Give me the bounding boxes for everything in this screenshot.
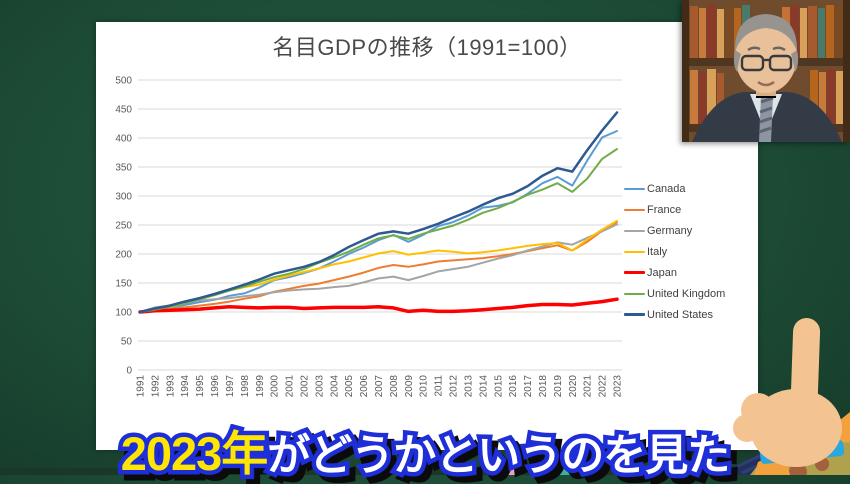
x-axis-label: 2020 bbox=[568, 375, 579, 398]
tie-stripes bbox=[758, 96, 774, 134]
legend-item-canada: Canada bbox=[624, 178, 725, 199]
x-axis-label: 2003 bbox=[314, 375, 325, 398]
y-axis-label: 100 bbox=[115, 308, 132, 319]
x-axis-label: 2023 bbox=[613, 375, 624, 398]
x-axis-label: 2019 bbox=[553, 375, 564, 398]
x-axis-label: 2007 bbox=[374, 375, 385, 398]
line-france bbox=[139, 221, 618, 313]
line-canada bbox=[139, 130, 618, 313]
legend-item-japan: Japan bbox=[624, 262, 725, 283]
hair bbox=[734, 14, 798, 52]
mouth bbox=[757, 80, 775, 87]
x-axis-label: 1995 bbox=[195, 375, 206, 398]
x-axis-label: 2018 bbox=[538, 375, 549, 398]
x-axis-label: 1997 bbox=[225, 375, 236, 398]
legend-item-italy: Italy bbox=[624, 241, 725, 262]
caption-bar: 2023年がどうかというのを見た bbox=[116, 415, 735, 484]
glasses-icon bbox=[768, 54, 793, 72]
x-axis-label: 1998 bbox=[240, 375, 251, 398]
legend-swatch bbox=[624, 292, 645, 295]
x-axis-label: 1993 bbox=[165, 375, 176, 398]
y-axis-label: 350 bbox=[115, 163, 132, 174]
x-axis-label: 2015 bbox=[493, 375, 504, 398]
legend-swatch bbox=[624, 187, 645, 190]
presenter bbox=[692, 14, 842, 142]
x-axis-label: 2017 bbox=[523, 375, 534, 398]
x-axis-label: 2013 bbox=[463, 375, 474, 398]
shelf-frame bbox=[682, 0, 689, 142]
legend-swatch bbox=[624, 229, 645, 232]
legend-label: United Kingdom bbox=[647, 287, 726, 300]
glasses-icon bbox=[740, 54, 765, 72]
legend-item-france: France bbox=[624, 199, 725, 220]
peeking-character bbox=[552, 465, 574, 475]
caption-text: がどうかというのを見た bbox=[263, 428, 735, 484]
legend-swatch bbox=[624, 250, 645, 253]
y-axis-label: 150 bbox=[115, 279, 132, 290]
x-axis-label: 2021 bbox=[583, 375, 594, 398]
legend-label: Italy bbox=[647, 245, 668, 258]
y-axis-label: 200 bbox=[115, 250, 132, 261]
x-axis-label: 2002 bbox=[299, 375, 310, 398]
chalkboard-tray bbox=[0, 468, 850, 475]
x-axis-label: 2010 bbox=[419, 375, 430, 398]
x-axis-label: 2006 bbox=[359, 375, 370, 398]
legend-label: Germany bbox=[647, 224, 693, 237]
x-axis-label: 1992 bbox=[150, 375, 161, 398]
mascot-pointing-hand bbox=[730, 292, 850, 481]
x-axis-label: 2001 bbox=[285, 375, 296, 398]
y-axis-label: 450 bbox=[115, 105, 132, 116]
legend-swatch bbox=[624, 270, 645, 275]
caption-highlight: 2023年 bbox=[116, 423, 273, 484]
presenter-webcam bbox=[682, 0, 850, 142]
y-axis-label: 500 bbox=[115, 76, 132, 87]
gdp-line-chart: 0 50 100 150 200 250 300 350 400 450 500 1991 1992 19… bbox=[115, 76, 624, 398]
legend-swatch bbox=[624, 313, 645, 316]
x-axis-label: 1999 bbox=[255, 375, 266, 398]
x-axis-label: 2000 bbox=[270, 375, 281, 398]
legend-label: United States bbox=[647, 308, 714, 321]
legend-label: Canada bbox=[647, 182, 686, 195]
x-axis-label: 2016 bbox=[508, 375, 519, 398]
x-axis-label: 2022 bbox=[598, 375, 609, 398]
line-united-states bbox=[138, 111, 619, 314]
legend-label: Japan bbox=[647, 266, 677, 279]
chart-title: 名目GDPの推移（1991=100） bbox=[272, 35, 582, 60]
legend-label: France bbox=[647, 203, 682, 216]
y-axis-label: 250 bbox=[115, 221, 132, 232]
knuckle bbox=[733, 414, 761, 442]
pointing-finger bbox=[790, 318, 821, 410]
x-axis-label: 1994 bbox=[180, 375, 191, 398]
y-axis-label: 0 bbox=[126, 366, 132, 377]
y-axis-label: 400 bbox=[115, 134, 132, 145]
hair-side bbox=[733, 50, 741, 72]
hair-side bbox=[791, 50, 799, 72]
x-axis-label: 2005 bbox=[344, 375, 355, 398]
x-axis-label: 1991 bbox=[136, 375, 147, 398]
x-axis-label: 2004 bbox=[329, 375, 340, 398]
x-axis-label: 2009 bbox=[404, 375, 415, 398]
eyebrows bbox=[747, 46, 786, 52]
x-axis-label: 2014 bbox=[478, 375, 489, 398]
line-germany bbox=[139, 223, 618, 313]
x-axis-label: 2011 bbox=[434, 375, 445, 397]
y-axis-label: 50 bbox=[121, 337, 133, 348]
legend-item-united-kingdom: United Kingdom bbox=[624, 283, 725, 304]
peeking-character bbox=[492, 463, 518, 475]
x-axis-label: 1996 bbox=[210, 375, 221, 398]
chart-legend: Canada France Germany Italy Japan United King… bbox=[624, 178, 725, 325]
legend-swatch bbox=[624, 208, 645, 211]
book-spines bbox=[690, 5, 843, 124]
shelf-frame bbox=[843, 0, 850, 142]
legend-item-united-states: United States bbox=[624, 304, 725, 325]
x-axis-label: 2012 bbox=[449, 375, 460, 398]
x-axis-label: 2008 bbox=[389, 375, 400, 398]
line-japan bbox=[138, 297, 619, 314]
chart-panel: 0 50 100 150 200 250 300 350 400 450 500 1991 1992 19… bbox=[96, 22, 758, 450]
legend-item-germany: Germany bbox=[624, 220, 725, 241]
face bbox=[735, 19, 797, 93]
y-axis-label: 300 bbox=[115, 192, 132, 203]
